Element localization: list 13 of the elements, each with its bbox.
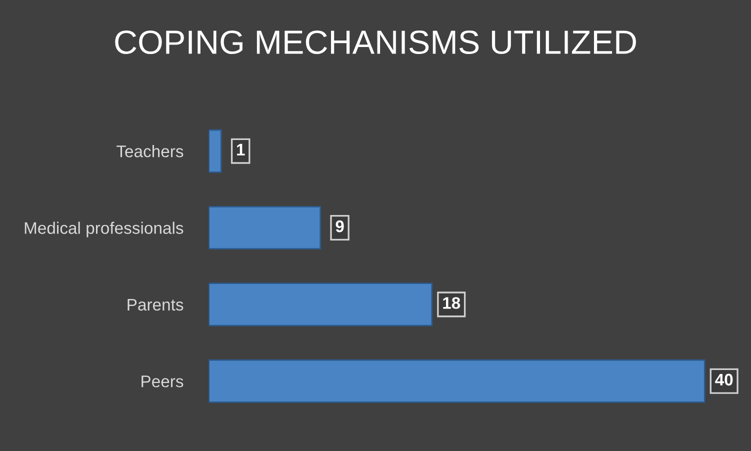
y-tick-label: Peers xyxy=(142,376,184,388)
data-label: 9 xyxy=(336,220,344,232)
chart-title: COPING MECHANISMS UTILIZED xyxy=(115,30,636,54)
bar xyxy=(208,282,433,326)
data-label: 18 xyxy=(443,297,460,309)
bar xyxy=(208,129,222,173)
bar xyxy=(208,206,322,250)
y-tick-label: Parents xyxy=(128,299,184,311)
data-label: 1 xyxy=(237,144,245,156)
data-label: 40 xyxy=(715,374,733,386)
bar xyxy=(208,359,706,403)
y-tick-label: Teachers xyxy=(116,145,184,158)
y-tick-label: Medical professionals xyxy=(24,222,184,238)
